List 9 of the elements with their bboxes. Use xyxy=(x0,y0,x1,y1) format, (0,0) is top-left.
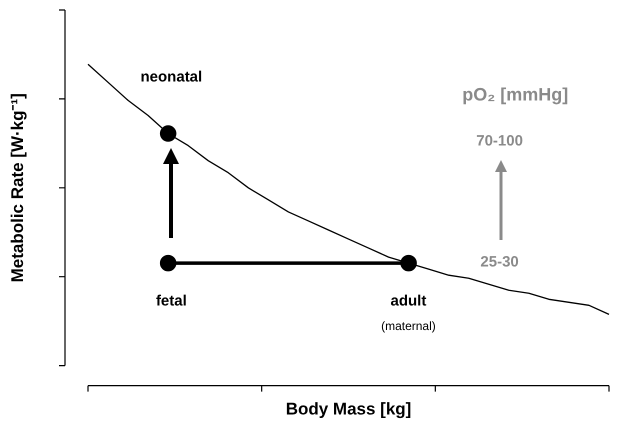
y-axis-title: Metabolic Rate [W·kg⁻¹] xyxy=(8,93,27,282)
annotation: fetal xyxy=(156,292,187,310)
annotation: neonatal xyxy=(140,68,202,86)
x-axis-title: Body Mass [kg] xyxy=(286,399,412,418)
annotation: 25-30 xyxy=(480,254,519,271)
annotation: 70-100 xyxy=(476,132,523,150)
annotation: adult xyxy=(390,292,426,310)
annotation: (maternal) xyxy=(381,318,436,333)
annotation: pO₂ [mmHg] xyxy=(462,84,568,104)
